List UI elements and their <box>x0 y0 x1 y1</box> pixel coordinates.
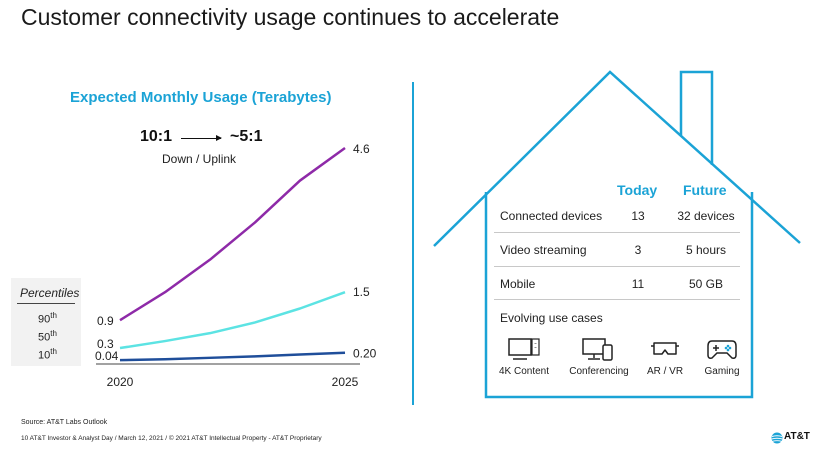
legend-item-50-num: 50 <box>38 331 51 344</box>
row-label-connected-devices: Connected devices <box>500 209 603 223</box>
row-divider <box>494 299 740 300</box>
use-case-label-gaming: Gaming <box>704 366 740 377</box>
series-line-90th <box>119 146 346 322</box>
col-header-future: Future <box>683 182 727 198</box>
series-line-10th <box>119 351 346 362</box>
house-roof <box>433 70 801 247</box>
legend-item-90: 90th <box>38 311 57 326</box>
use-case-label-ar-vr: AR / VR <box>646 366 684 377</box>
att-globe-icon <box>771 432 783 444</box>
ratio-from: 10:1 <box>140 128 173 145</box>
legend-item-90-num: 90 <box>38 313 51 326</box>
ratio-arrow-icon <box>181 135 222 141</box>
col-header-today: Today <box>617 182 658 198</box>
legend-item-50: 50th <box>38 329 57 344</box>
series-line-50th <box>119 291 346 350</box>
chart-title: Expected Monthly Usage (Terabytes) <box>70 89 332 106</box>
row-divider <box>494 232 740 233</box>
house-chimney <box>679 70 714 165</box>
legend-title: Percentiles <box>20 286 80 300</box>
tv-icon <box>508 338 540 360</box>
end-label-50th: 1.5 <box>353 285 370 299</box>
row-today-connected-devices: 13 <box>631 209 645 223</box>
att-logo-text: AT&T <box>784 431 810 442</box>
start-label-90th: 0.9 <box>97 314 114 328</box>
legend-item-10: 10th <box>38 347 57 362</box>
vr-headset-icon <box>651 342 679 355</box>
row-future-connected-devices: 32 devices <box>677 209 735 223</box>
house-body <box>484 192 754 399</box>
row-divider <box>494 266 740 267</box>
use-case-label-conferencing: Conferencing <box>569 366 629 377</box>
row-today-video-streaming: 3 <box>634 243 642 257</box>
row-future-mobile: 50 GB <box>688 277 724 291</box>
row-label-mobile: Mobile <box>500 277 536 291</box>
end-label-10th: 0.20 <box>353 347 377 361</box>
footer-text: 10 AT&T Investor & Analyst Day / March 1… <box>21 435 322 442</box>
legend-divider <box>17 303 75 304</box>
x-tick-label-2025: 2025 <box>332 375 359 389</box>
row-future-video-streaming: 5 hours <box>685 243 727 257</box>
percentile-legend: Percentiles 90th 50th 10th <box>11 278 81 366</box>
legend-item-90-suffix: th <box>50 311 57 320</box>
monitor-phone-icon <box>582 338 613 361</box>
vertical-divider <box>412 82 414 405</box>
gamepad-icon <box>707 340 737 359</box>
x-tick-label-2020: 2020 <box>107 375 134 389</box>
legend-item-10-suffix: th <box>50 347 57 356</box>
start-label-50th: 0.3 <box>97 337 114 351</box>
ratio-to: ~5:1 <box>230 128 263 145</box>
legend-item-50-suffix: th <box>50 329 57 338</box>
page-title: Customer connectivity usage continues to… <box>21 4 560 30</box>
use-cases-title: Evolving use cases <box>500 311 603 325</box>
use-case-label-4k: 4K Content <box>498 366 550 377</box>
row-label-video-streaming: Video streaming <box>500 243 587 257</box>
end-label-90th: 4.6 <box>353 142 370 156</box>
row-today-mobile: 11 <box>631 277 645 291</box>
ratio-caption: Down / Uplink <box>162 152 237 166</box>
source-note: Source: AT&T Labs Outlook <box>21 419 108 426</box>
start-label-10th: 0.04 <box>95 349 119 363</box>
legend-item-10-num: 10 <box>38 349 51 362</box>
